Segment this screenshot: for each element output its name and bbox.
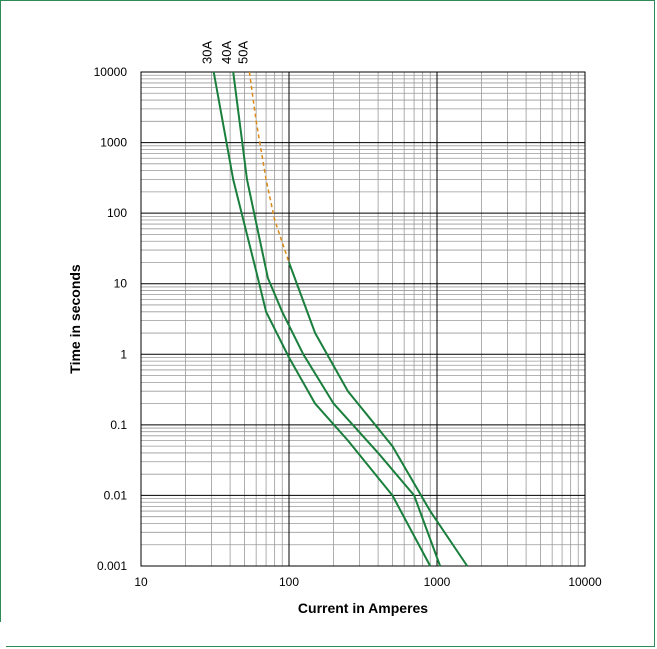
series-label-40a: 40A <box>219 41 234 64</box>
series-label-50a: 50A <box>235 41 250 64</box>
series-line-50a-extension <box>248 71 290 263</box>
y-tick-label: 0.1 <box>110 418 127 432</box>
x-tick-label: 1000 <box>424 575 451 589</box>
y-tick-label: 10 <box>114 277 128 291</box>
y-axis-title: Time in seconds <box>67 264 83 374</box>
y-tick-labels: 0.001 0.01 0.1 1 10 100 1000 10000 <box>94 65 128 573</box>
series-labels: 30A 40A 50A <box>200 41 251 64</box>
series-line-40a <box>232 71 442 567</box>
y-tick-label: 0.001 <box>97 559 127 573</box>
y-tick-label: 100 <box>107 206 127 220</box>
series-line-30a <box>212 71 432 567</box>
y-tick-label: 10000 <box>94 65 128 79</box>
y-tick-label: 1000 <box>100 136 127 150</box>
frame-gap <box>0 622 6 649</box>
x-tick-label: 100 <box>279 575 299 589</box>
x-axis-title: Current in Amperes <box>298 600 428 616</box>
series-lines <box>212 71 469 567</box>
minor-grid <box>141 72 585 566</box>
x-tick-label: 10 <box>134 575 148 589</box>
plot-border <box>140 71 586 567</box>
x-tick-labels: 10 100 1000 10000 <box>134 575 602 589</box>
y-tick-label: 0.01 <box>104 488 128 502</box>
x-tick-label: 10000 <box>568 575 602 589</box>
series-label-30a: 30A <box>200 41 215 64</box>
y-tick-label: 1 <box>120 347 127 361</box>
series-line-50a <box>288 262 469 567</box>
